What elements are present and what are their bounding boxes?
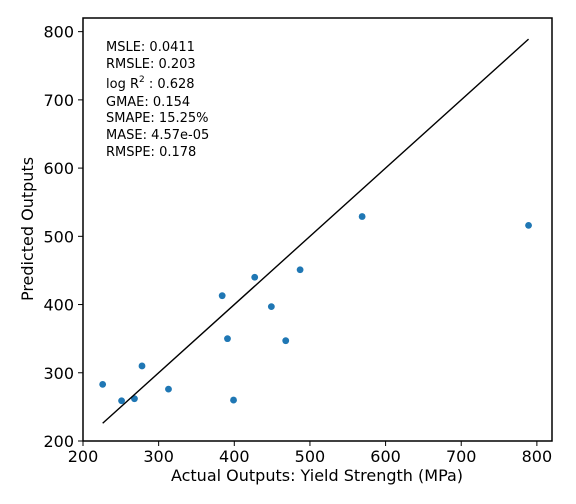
y-tick-label: 200 xyxy=(43,432,74,451)
x-tick-label: 500 xyxy=(295,447,326,466)
x-tick-label: 800 xyxy=(522,447,553,466)
data-point xyxy=(267,303,275,310)
data-point xyxy=(165,385,172,393)
data-point xyxy=(282,337,290,345)
metric-log-r2-value: : 0.628 xyxy=(145,77,195,92)
y-tick-label: 400 xyxy=(43,296,74,315)
metric-msle: MSLE: 0.0411 xyxy=(106,40,195,55)
metrics-box: MSLE: 0.0411 RMSLE: 0.203 log R2 : 0.628… xyxy=(106,40,209,160)
y-tick-label: 700 xyxy=(43,91,74,110)
x-tick-label: 200 xyxy=(68,447,99,466)
x-tick-label: 400 xyxy=(219,447,250,466)
data-point xyxy=(138,362,146,370)
metric-log-r2: log R2 : 0.628 xyxy=(106,75,195,92)
data-point xyxy=(118,397,125,405)
data-point xyxy=(224,335,231,343)
metric-gmae: GMAE: 0.154 xyxy=(106,95,190,110)
data-point xyxy=(251,273,259,281)
x-tick-label: 700 xyxy=(446,447,477,466)
metric-smape: SMAPE: 15.25% xyxy=(106,111,209,126)
metric-mase: MASE: 4.57e-05 xyxy=(106,128,209,143)
y-axis-ticks: 200 300 400 500 600 700 800 xyxy=(43,23,83,451)
data-point xyxy=(296,266,304,274)
x-axis-label: Actual Outputs: Yield Strength (MPa) xyxy=(171,466,463,485)
x-tick-label: 600 xyxy=(370,447,401,466)
metric-log-r2-prefix: log R xyxy=(106,77,139,92)
data-point xyxy=(230,396,237,404)
plot-frame xyxy=(82,17,553,442)
data-point xyxy=(218,292,226,300)
y-tick-label: 500 xyxy=(43,227,74,246)
data-point xyxy=(358,213,366,220)
data-point xyxy=(525,222,532,229)
y-tick-label: 300 xyxy=(43,364,74,383)
x-axis-ticks: 200 300 400 500 600 700 800 xyxy=(68,441,552,466)
y-axis-label: Predicted Outputs xyxy=(18,157,37,301)
x-tick-label: 300 xyxy=(143,447,174,466)
chart-marks xyxy=(99,213,532,405)
metric-rmsle: RMSLE: 0.203 xyxy=(106,57,196,72)
y-tick-label: 800 xyxy=(43,23,74,42)
metric-rmspe: RMSPE: 0.178 xyxy=(106,145,196,160)
y-tick-label: 600 xyxy=(43,159,74,178)
data-point xyxy=(99,380,107,388)
identity-line xyxy=(102,38,530,424)
metric-log-r2-superscript: 2 xyxy=(139,75,145,85)
